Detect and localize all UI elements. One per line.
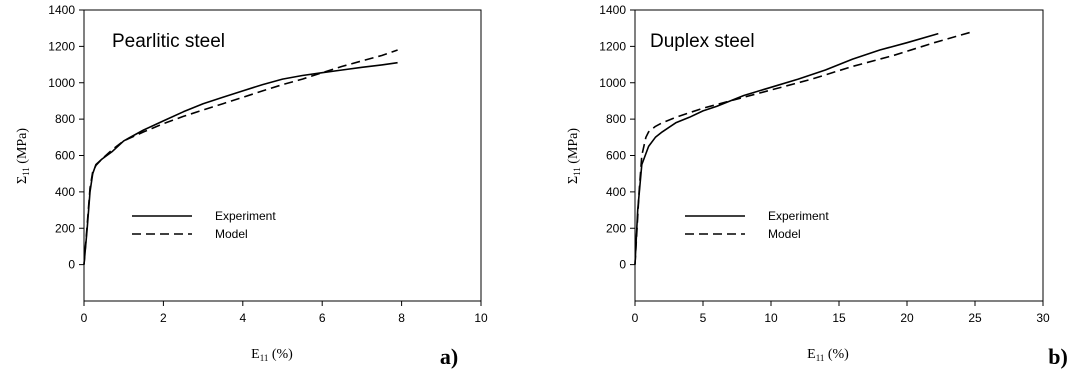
x-tick-label: 15 <box>832 311 846 325</box>
y-tick-label: 200 <box>55 221 75 235</box>
y-tick-label: 800 <box>55 112 75 126</box>
y-tick-label: 200 <box>606 221 626 235</box>
x-tick-label: 6 <box>319 311 326 325</box>
y-tick-label: 800 <box>606 112 626 126</box>
y-tick-label: 1400 <box>48 3 75 17</box>
series-line-model <box>634 31 973 265</box>
y-tick-label: 1000 <box>48 76 75 90</box>
x-tick-label: 2 <box>160 311 167 325</box>
y-tick-label: 1400 <box>599 3 626 17</box>
chart-pearlitic-steel: 0 200 400 600 800 1000 1200 1400 0 2 4 6 8 10 Pearliti… <box>15 3 488 369</box>
legend-label-experiment: Experiment <box>215 209 276 223</box>
x-tick-label: 0 <box>81 311 88 325</box>
x-tick-label: 30 <box>1036 311 1050 325</box>
y-tick-label: 400 <box>606 185 626 199</box>
x-tick-label: 20 <box>900 311 914 325</box>
chart-inset-title: Duplex steel <box>650 31 755 52</box>
panel-label: b) <box>1048 344 1068 369</box>
x-axis-label: E11 (%) <box>807 347 849 363</box>
x-tick-label: 10 <box>474 311 488 325</box>
series-line-experiment <box>83 61 398 265</box>
x-tick-label: 0 <box>632 311 639 325</box>
x-tick-label: 8 <box>398 311 405 325</box>
plot-frame <box>83 9 482 302</box>
y-axis-label: Σ11 (MPa) <box>566 128 582 184</box>
legend-label-experiment: Experiment <box>768 209 829 223</box>
x-tick-label: 4 <box>239 311 246 325</box>
chart-duplex-steel: 0 200 400 600 800 1000 1200 1400 0 5 10 15 20 25 30 Dup… <box>566 3 1068 369</box>
y-tick-label: 1200 <box>48 39 75 53</box>
series-line-model <box>83 49 398 265</box>
y-tick-label: 1000 <box>599 76 626 90</box>
y-tick-label: 0 <box>619 258 626 272</box>
legend-label-model: Model <box>215 227 248 241</box>
legend-label-model: Model <box>768 227 801 241</box>
y-axis-label: Σ11 (MPa) <box>15 128 31 184</box>
x-tick-label: 25 <box>968 311 982 325</box>
x-axis-label: E11 (%) <box>251 347 293 363</box>
plot-frame <box>634 9 1044 302</box>
y-tick-label: 600 <box>606 149 626 163</box>
series-line-experiment <box>634 32 939 265</box>
x-tick-label: 10 <box>764 311 778 325</box>
panel-label: a) <box>440 344 458 369</box>
y-tick-label: 400 <box>55 185 75 199</box>
x-tick-label: 5 <box>700 311 707 325</box>
y-tick-label: 0 <box>68 258 75 272</box>
chart-inset-title: Pearlitic steel <box>112 31 225 52</box>
y-tick-label: 1200 <box>599 39 626 53</box>
y-tick-label: 600 <box>55 149 75 163</box>
